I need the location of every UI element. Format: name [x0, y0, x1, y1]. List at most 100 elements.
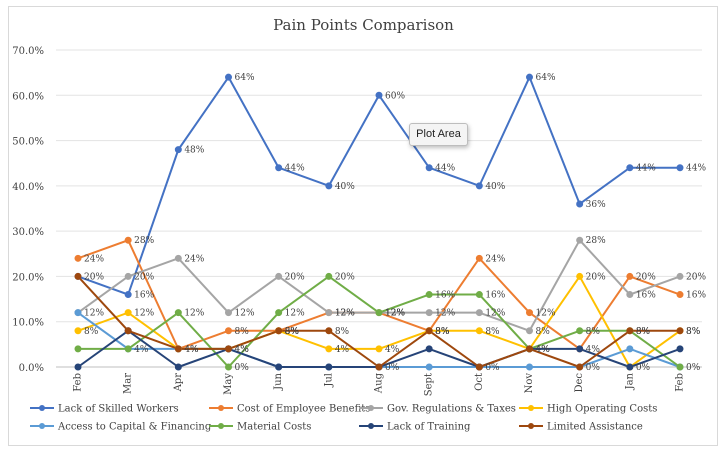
- data-point[interactable]: [526, 73, 533, 81]
- data-point[interactable]: [174, 254, 182, 262]
- data-point[interactable]: [275, 309, 283, 317]
- data-point[interactable]: [74, 363, 82, 371]
- series-line[interactable]: [77, 239, 681, 332]
- data-point[interactable]: [225, 345, 232, 353]
- legend: Lack of Skilled Workers Cost of Employee …: [30, 404, 657, 433]
- legend-label[interactable]: Material Costs: [237, 422, 311, 433]
- data-point[interactable]: [576, 200, 584, 208]
- data-point[interactable]: [676, 272, 684, 280]
- data-point[interactable]: [275, 363, 283, 371]
- data-point[interactable]: [225, 327, 232, 335]
- data-point[interactable]: [275, 272, 283, 280]
- data-point[interactable]: [124, 327, 132, 335]
- legend-label[interactable]: Limited Assistance: [547, 422, 643, 433]
- data-label: 8%: [435, 327, 450, 337]
- data-point[interactable]: [526, 309, 533, 317]
- series-points: [74, 73, 684, 371]
- data-label: 44%: [435, 164, 455, 174]
- data-point[interactable]: [174, 146, 182, 154]
- data-point[interactable]: [74, 254, 82, 262]
- data-label: 8%: [586, 327, 601, 337]
- legend-swatch-marker: [218, 423, 224, 429]
- data-point[interactable]: [375, 345, 383, 353]
- data-point[interactable]: [475, 327, 483, 335]
- x-tick-label: Sept: [424, 373, 435, 396]
- data-point[interactable]: [225, 73, 232, 81]
- data-point[interactable]: [576, 272, 584, 280]
- data-point[interactable]: [576, 345, 584, 353]
- data-point[interactable]: [626, 272, 634, 280]
- data-point[interactable]: [325, 309, 333, 317]
- data-point[interactable]: [124, 345, 132, 353]
- x-tick-label: Apr: [173, 373, 184, 393]
- data-point[interactable]: [626, 291, 634, 299]
- data-point[interactable]: [475, 291, 483, 299]
- data-point[interactable]: [676, 291, 684, 299]
- data-point[interactable]: [676, 363, 684, 371]
- data-point[interactable]: [676, 327, 684, 335]
- data-point[interactable]: [74, 272, 82, 280]
- data-point[interactable]: [676, 345, 684, 353]
- data-point[interactable]: [174, 309, 182, 317]
- data-point[interactable]: [475, 363, 483, 371]
- data-point[interactable]: [124, 236, 132, 244]
- legend-label[interactable]: Lack of Training: [387, 422, 471, 433]
- legend-label[interactable]: Lack of Skilled Workers: [58, 404, 179, 415]
- data-point[interactable]: [526, 327, 533, 335]
- data-point[interactable]: [425, 291, 433, 299]
- data-label: 0%: [686, 363, 701, 373]
- data-point[interactable]: [626, 164, 634, 172]
- data-point[interactable]: [425, 164, 433, 172]
- data-point[interactable]: [225, 309, 232, 317]
- data-point[interactable]: [325, 327, 333, 335]
- chart-frame[interactable]: [8, 6, 718, 446]
- data-point[interactable]: [325, 182, 333, 190]
- data-point[interactable]: [375, 91, 383, 99]
- data-point[interactable]: [124, 291, 132, 299]
- data-point[interactable]: [74, 309, 82, 317]
- y-tick-label: 30.0%: [12, 227, 44, 238]
- legend-label[interactable]: Gov. Regulations & Taxes: [387, 404, 516, 415]
- legend-label[interactable]: Cost of Employee Benefits: [237, 404, 370, 415]
- data-point[interactable]: [526, 345, 533, 353]
- data-point[interactable]: [325, 272, 333, 280]
- data-point[interactable]: [124, 272, 132, 280]
- data-point[interactable]: [475, 309, 483, 317]
- data-point[interactable]: [475, 254, 483, 262]
- data-point[interactable]: [425, 363, 433, 371]
- legend-label[interactable]: Access to Capital & Financing: [57, 422, 212, 433]
- data-point[interactable]: [325, 363, 333, 371]
- data-point[interactable]: [275, 327, 283, 335]
- data-point[interactable]: [576, 236, 584, 244]
- data-point[interactable]: [626, 345, 634, 353]
- data-point[interactable]: [626, 363, 634, 371]
- data-label: 24%: [485, 254, 505, 264]
- data-point[interactable]: [275, 164, 283, 172]
- data-point[interactable]: [475, 182, 483, 190]
- data-label: 20%: [586, 272, 606, 282]
- data-point[interactable]: [225, 363, 232, 371]
- data-point[interactable]: [124, 309, 132, 317]
- data-point[interactable]: [174, 363, 182, 371]
- legend-label[interactable]: High Operating Costs: [547, 404, 657, 415]
- data-point[interactable]: [74, 345, 82, 353]
- data-point[interactable]: [375, 363, 383, 371]
- data-point[interactable]: [576, 363, 584, 371]
- data-point[interactable]: [174, 345, 182, 353]
- data-point[interactable]: [425, 345, 433, 353]
- y-tick-label: 60.0%: [12, 91, 44, 102]
- data-point[interactable]: [425, 309, 433, 317]
- data-label: 20%: [636, 272, 656, 282]
- data-point[interactable]: [74, 327, 82, 335]
- data-point[interactable]: [425, 327, 433, 335]
- data-label: 12%: [235, 309, 255, 319]
- data-point[interactable]: [325, 345, 333, 353]
- data-point[interactable]: [526, 363, 533, 371]
- data-point[interactable]: [375, 309, 383, 317]
- data-point[interactable]: [676, 164, 684, 172]
- x-tick-label: Jan: [624, 372, 635, 390]
- data-label: 48%: [184, 146, 204, 156]
- data-point[interactable]: [576, 327, 584, 335]
- data-point[interactable]: [626, 327, 634, 335]
